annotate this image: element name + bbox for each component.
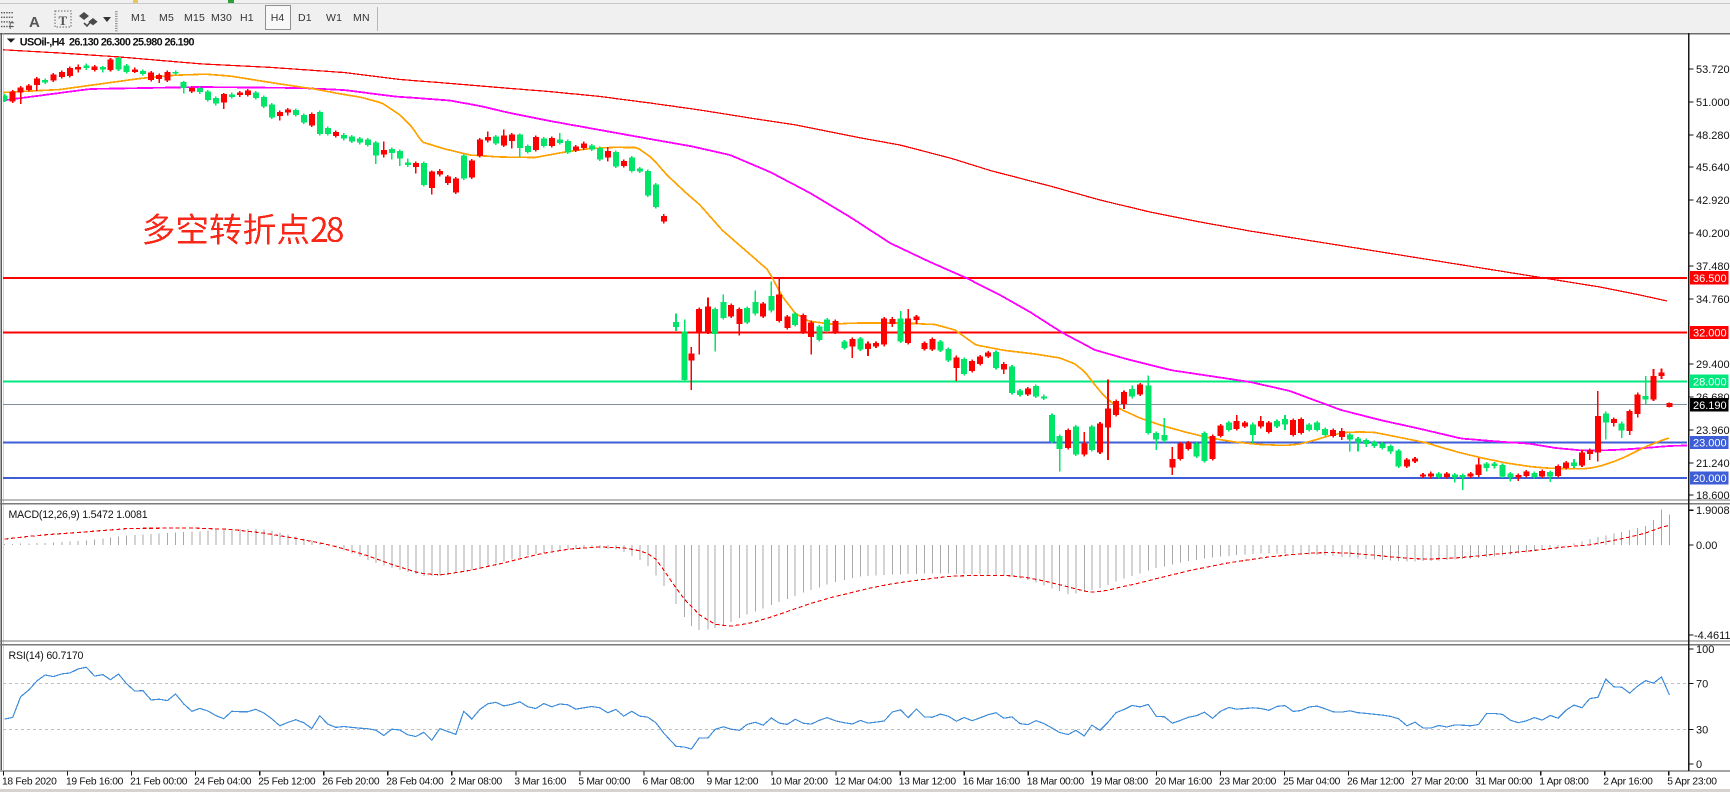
- svg-text:18 Feb 2020: 18 Feb 2020: [2, 777, 57, 788]
- svg-text:T: T: [59, 13, 68, 28]
- svg-text:20.000: 20.000: [1693, 473, 1727, 485]
- svg-text:34.760: 34.760: [1696, 294, 1730, 306]
- svg-text:RSI(14) 60.7170: RSI(14) 60.7170: [9, 650, 84, 662]
- svg-text:26 Mar 12:00: 26 Mar 12:00: [1347, 777, 1405, 788]
- svg-text:MACD(12,26,9) 1.5472 1.0081: MACD(12,26,9) 1.5472 1.0081: [9, 509, 148, 521]
- svg-text:70: 70: [1696, 679, 1708, 691]
- svg-text:23.960: 23.960: [1696, 425, 1730, 437]
- svg-text:31 Mar 00:00: 31 Mar 00:00: [1475, 777, 1533, 788]
- svg-text:5 Apr 23:00: 5 Apr 23:00: [1667, 777, 1717, 788]
- svg-text:5 Mar 00:00: 5 Mar 00:00: [578, 777, 630, 788]
- svg-text:36.500: 36.500: [1693, 273, 1727, 285]
- svg-text:26.190: 26.190: [1693, 400, 1727, 412]
- svg-text:A: A: [29, 14, 40, 31]
- svg-text:51.000: 51.000: [1696, 97, 1730, 109]
- svg-text:3 Mar 16:00: 3 Mar 16:00: [514, 777, 566, 788]
- svg-text:25 Mar 04:00: 25 Mar 04:00: [1283, 777, 1341, 788]
- svg-text:18 Mar 00:00: 18 Mar 00:00: [1027, 777, 1085, 788]
- svg-text:37.480: 37.480: [1696, 261, 1730, 273]
- svg-text:0.00: 0.00: [1696, 540, 1717, 552]
- svg-text:2 Mar 08:00: 2 Mar 08:00: [450, 777, 502, 788]
- svg-text:26 Feb 20:00: 26 Feb 20:00: [322, 777, 380, 788]
- svg-text:42.920: 42.920: [1696, 195, 1730, 207]
- svg-text:13 Mar 12:00: 13 Mar 12:00: [899, 777, 957, 788]
- svg-text:9 Mar 12:00: 9 Mar 12:00: [707, 777, 759, 788]
- svg-text:16 Mar 16:00: 16 Mar 16:00: [963, 777, 1021, 788]
- svg-text:1 Apr 08:00: 1 Apr 08:00: [1539, 777, 1589, 788]
- svg-text:100: 100: [1696, 644, 1714, 656]
- svg-text:23.000: 23.000: [1693, 438, 1727, 450]
- svg-text:28.000: 28.000: [1693, 376, 1727, 388]
- svg-text:19 Feb 16:00: 19 Feb 16:00: [66, 777, 124, 788]
- svg-text:48.280: 48.280: [1696, 130, 1730, 142]
- svg-text:53.720: 53.720: [1696, 64, 1730, 76]
- svg-text:18.600: 18.600: [1696, 490, 1730, 502]
- svg-text:6 Mar 08:00: 6 Mar 08:00: [643, 777, 695, 788]
- svg-text:25 Feb 12:00: 25 Feb 12:00: [258, 777, 316, 788]
- svg-text:1.9008: 1.9008: [1696, 505, 1730, 517]
- svg-text:40.200: 40.200: [1696, 228, 1730, 240]
- svg-text:19 Mar 08:00: 19 Mar 08:00: [1091, 777, 1149, 788]
- svg-text:10 Mar 20:00: 10 Mar 20:00: [771, 777, 829, 788]
- svg-text:30: 30: [1696, 725, 1708, 737]
- svg-text:45.640: 45.640: [1696, 162, 1730, 174]
- svg-text:23 Mar 20:00: 23 Mar 20:00: [1219, 777, 1277, 788]
- svg-text:USOil-,H4 26.130 26.300 25.98: USOil-,H4 26.130 26.300 25.980 26.190: [20, 37, 195, 49]
- svg-text:2 Apr 16:00: 2 Apr 16:00: [1603, 777, 1653, 788]
- svg-text:20 Mar 16:00: 20 Mar 16:00: [1155, 777, 1213, 788]
- svg-text:F: F: [9, 21, 15, 31]
- svg-text:21 Feb 00:00: 21 Feb 00:00: [130, 777, 188, 788]
- svg-text:32.000: 32.000: [1693, 327, 1727, 339]
- svg-text:29.400: 29.400: [1696, 359, 1730, 371]
- svg-text:-4.4611: -4.4611: [1694, 630, 1730, 642]
- svg-text:21.240: 21.240: [1696, 458, 1730, 470]
- svg-text:24 Feb 04:00: 24 Feb 04:00: [194, 777, 252, 788]
- svg-text:0: 0: [1696, 759, 1702, 771]
- svg-text:28 Feb 04:00: 28 Feb 04:00: [386, 777, 444, 788]
- svg-text:27 Mar 20:00: 27 Mar 20:00: [1411, 777, 1469, 788]
- svg-text:12 Mar 04:00: 12 Mar 04:00: [835, 777, 893, 788]
